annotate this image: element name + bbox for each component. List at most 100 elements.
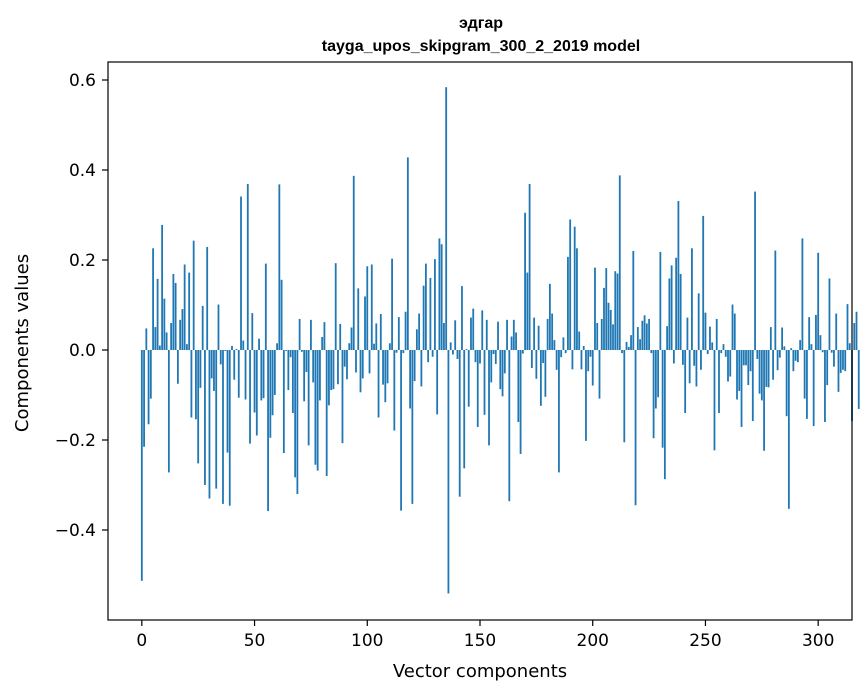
bar (208, 350, 211, 499)
bar (722, 344, 725, 350)
bar (842, 350, 844, 370)
bar (844, 350, 847, 372)
y-axis-label: Components values (12, 254, 33, 432)
bar (255, 350, 258, 436)
bar (736, 350, 738, 400)
bar (666, 326, 669, 350)
bar (654, 350, 657, 409)
bar (833, 350, 835, 367)
bar (616, 273, 619, 350)
bar (627, 346, 630, 350)
bar (539, 350, 542, 406)
bar (242, 340, 245, 350)
bar (190, 350, 193, 418)
bar (431, 350, 434, 357)
bar (361, 350, 364, 379)
bar (679, 273, 682, 350)
bar (251, 313, 254, 350)
bar (810, 344, 813, 350)
bar (682, 350, 684, 365)
x-tick-label: 0 (136, 631, 147, 651)
bar (461, 286, 463, 350)
bar (605, 268, 608, 350)
bar (370, 264, 373, 350)
bar (199, 350, 202, 388)
bar (720, 350, 723, 354)
bar (530, 350, 533, 368)
bar (573, 226, 576, 350)
bar (857, 350, 860, 409)
bar (206, 246, 209, 350)
bar (280, 279, 283, 350)
bar (569, 219, 572, 350)
bar (830, 350, 833, 353)
bar (702, 215, 705, 350)
bar (282, 350, 285, 454)
bar (776, 350, 779, 371)
bar (765, 350, 768, 387)
bar (558, 350, 560, 473)
bar (763, 350, 765, 451)
bar (497, 321, 499, 350)
bar (143, 350, 145, 447)
bar (397, 317, 400, 350)
bar (835, 313, 838, 350)
bar (591, 350, 594, 386)
x-axis-label: Vector components (393, 661, 567, 682)
bar (668, 278, 671, 350)
bar (364, 296, 366, 350)
bar (785, 350, 788, 417)
bar (648, 318, 650, 350)
bar (332, 350, 335, 390)
chart-subtitle: tayga_upos_skipgram_300_2_2019 model (322, 38, 640, 55)
bar (422, 285, 425, 350)
bar (639, 339, 641, 350)
bar (341, 350, 344, 444)
bar (812, 350, 815, 427)
bar (411, 350, 414, 504)
bar (176, 350, 179, 384)
bar (470, 317, 472, 350)
bar (235, 349, 238, 350)
bar (686, 317, 689, 350)
y-tick-label: 0.0 (69, 341, 96, 361)
bar (467, 350, 470, 407)
bar (447, 350, 450, 594)
bar (291, 350, 294, 413)
bar (501, 350, 504, 397)
bar (316, 350, 319, 471)
bar (217, 304, 220, 350)
bar (499, 350, 502, 390)
bar (314, 350, 317, 465)
bar (510, 336, 513, 350)
bar (463, 350, 466, 469)
bar (413, 350, 416, 382)
bar (492, 350, 495, 355)
bar (420, 350, 423, 387)
bars-group (140, 87, 860, 594)
bar (790, 348, 793, 350)
bar (537, 325, 540, 350)
bar (742, 350, 745, 366)
bar (727, 350, 729, 382)
bar (517, 350, 520, 422)
bar (553, 340, 556, 350)
bar (215, 350, 218, 489)
bar (195, 350, 197, 420)
bar (379, 314, 382, 350)
bar (481, 310, 484, 350)
bar (612, 324, 614, 350)
bar (661, 350, 664, 448)
bar (571, 350, 574, 370)
bar (614, 271, 617, 350)
bar (794, 350, 797, 361)
bar (253, 350, 256, 413)
bar (429, 278, 432, 350)
bar (512, 319, 515, 350)
bar (472, 308, 475, 350)
bar (305, 350, 308, 373)
bar (799, 340, 802, 350)
bar (544, 350, 547, 397)
bar (760, 350, 763, 401)
bar (740, 350, 743, 427)
